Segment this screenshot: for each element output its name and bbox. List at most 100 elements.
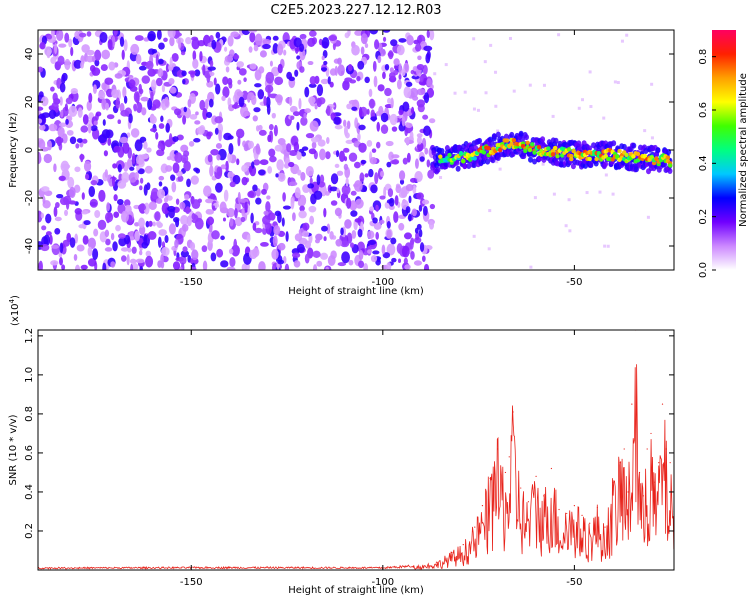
noise-blob bbox=[288, 96, 293, 107]
noise-blob bbox=[341, 251, 350, 264]
noise-blob bbox=[267, 86, 271, 98]
signal-core-cell bbox=[486, 146, 491, 151]
noise-blob bbox=[299, 66, 305, 73]
noise-blob bbox=[41, 225, 47, 231]
noise-blob bbox=[87, 258, 97, 267]
noise-blob bbox=[129, 258, 137, 264]
noise-blob bbox=[157, 68, 164, 78]
noise-blob bbox=[358, 124, 366, 131]
noise-blob bbox=[405, 183, 414, 192]
noise-blob bbox=[82, 114, 89, 125]
noise-blob bbox=[321, 225, 328, 232]
signal-envelope-cell bbox=[435, 166, 441, 173]
noise-blob bbox=[281, 217, 285, 227]
noise-blob bbox=[247, 140, 254, 149]
noise-blob bbox=[372, 60, 377, 72]
snr-ytick-label: 0.4 bbox=[24, 484, 35, 500]
noise-blob bbox=[241, 164, 248, 173]
noise-blob bbox=[140, 96, 149, 102]
noise-blob bbox=[254, 83, 262, 88]
snr-xlabel: Height of straight line (km) bbox=[288, 585, 424, 596]
noise-blob bbox=[183, 106, 187, 113]
noise-blob bbox=[370, 184, 378, 194]
noise-blob bbox=[50, 86, 55, 92]
noise-blob bbox=[110, 261, 116, 268]
snr-data-point bbox=[512, 411, 514, 413]
noise-blob bbox=[237, 135, 241, 147]
noise-blob bbox=[423, 92, 430, 104]
noise-blob bbox=[209, 165, 214, 177]
noise-blob bbox=[83, 220, 91, 226]
noise-blob bbox=[389, 67, 394, 73]
noise-blob bbox=[327, 255, 336, 267]
noise-blob bbox=[106, 114, 115, 120]
noise-blob bbox=[117, 203, 126, 214]
snr-panel: -150 -100 -50 0.2 0.4 0.6 0.8 1.0 1.2 Height of … bbox=[8, 295, 675, 596]
noise-blob bbox=[152, 99, 161, 109]
noise-speck bbox=[643, 129, 647, 133]
noise-blob bbox=[193, 138, 201, 143]
noise-blob bbox=[171, 181, 177, 193]
noise-blob bbox=[410, 177, 417, 183]
noise-blob bbox=[215, 143, 223, 149]
noise-blob bbox=[80, 61, 84, 69]
snr-data-point bbox=[604, 526, 606, 528]
signal-envelope-cell bbox=[503, 133, 509, 140]
noise-blob bbox=[298, 210, 307, 219]
noise-blob bbox=[131, 246, 137, 254]
noise-blob bbox=[177, 37, 182, 50]
noise-blob bbox=[199, 99, 206, 111]
noise-blob bbox=[207, 154, 213, 163]
noise-blob bbox=[274, 76, 284, 86]
snr-axes: -150 -100 -50 0.2 0.4 0.6 0.8 1.0 1.2 bbox=[24, 328, 674, 588]
noise-blob bbox=[378, 48, 386, 57]
noise-blob bbox=[163, 197, 169, 203]
noise-blob bbox=[165, 122, 170, 133]
noise-blob bbox=[342, 80, 350, 91]
noise-blob bbox=[182, 224, 189, 232]
noise-blob bbox=[81, 44, 90, 53]
noise-blob bbox=[241, 176, 248, 186]
noise-blob bbox=[346, 197, 352, 209]
noise-blob bbox=[175, 198, 180, 205]
noise-blob bbox=[148, 220, 153, 227]
noise-blob bbox=[260, 242, 269, 247]
noise-blob bbox=[307, 183, 315, 189]
noise-blob bbox=[388, 72, 396, 79]
signal-envelope-cell bbox=[523, 134, 529, 141]
noise-blob bbox=[345, 132, 350, 139]
snr-data-point bbox=[623, 448, 625, 450]
noise-blob bbox=[187, 98, 192, 108]
noise-blob bbox=[275, 173, 279, 178]
noise-blob bbox=[336, 170, 344, 176]
noise-blob bbox=[119, 36, 125, 47]
noise-blob bbox=[182, 246, 188, 253]
noise-speck bbox=[463, 90, 467, 94]
noise-blob bbox=[87, 246, 93, 257]
signal-core-cell bbox=[497, 147, 503, 153]
noise-blob bbox=[158, 229, 167, 236]
noise-blob bbox=[73, 59, 83, 69]
noise-speck bbox=[650, 136, 654, 140]
noise-blob bbox=[403, 257, 408, 265]
noise-blob bbox=[398, 63, 402, 75]
signal-envelope-cell bbox=[603, 161, 609, 168]
spectrogram-ytick-label: -40 bbox=[24, 238, 35, 254]
spectrogram-ytick-label: 40 bbox=[24, 48, 35, 61]
noise-speck bbox=[472, 234, 476, 238]
noise-blob bbox=[150, 187, 159, 200]
noise-blob bbox=[121, 172, 130, 184]
noise-blob bbox=[83, 160, 92, 172]
noise-blob bbox=[376, 121, 380, 132]
spectrogram-ytick-label: 0 bbox=[24, 147, 35, 153]
noise-blob bbox=[207, 66, 216, 71]
noise-blob bbox=[188, 70, 196, 75]
noise-blob bbox=[346, 120, 351, 130]
noise-blob bbox=[107, 137, 112, 146]
noise-blob bbox=[255, 197, 262, 205]
noise-blob bbox=[238, 68, 247, 76]
signal-envelope-cell bbox=[553, 137, 559, 144]
noise-blob bbox=[133, 104, 137, 112]
noise-blob bbox=[38, 260, 43, 270]
snr-data-point bbox=[661, 403, 664, 405]
